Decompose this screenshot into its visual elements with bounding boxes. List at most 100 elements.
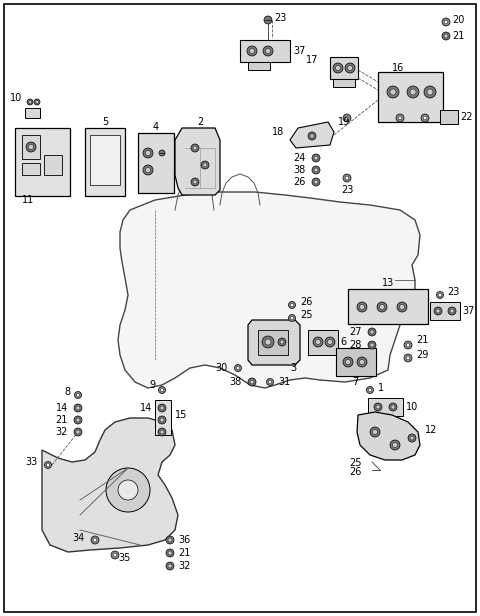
Bar [240, 40, 290, 62]
Bar [336, 348, 376, 376]
Circle shape [327, 339, 333, 344]
Circle shape [160, 418, 164, 422]
Circle shape [168, 551, 172, 555]
Circle shape [410, 436, 414, 440]
Circle shape [168, 538, 172, 542]
Circle shape [345, 176, 349, 180]
Circle shape [427, 89, 433, 95]
Circle shape [406, 343, 410, 347]
Text: 23: 23 [447, 287, 459, 297]
Text: 26: 26 [300, 297, 312, 307]
Bar [25, 108, 40, 118]
Circle shape [423, 116, 427, 120]
Circle shape [247, 46, 257, 56]
Bar [378, 72, 443, 122]
Circle shape [404, 354, 412, 362]
Circle shape [360, 304, 364, 309]
Text: 3: 3 [290, 363, 296, 373]
Text: 16: 16 [392, 63, 404, 73]
Circle shape [47, 463, 49, 466]
Text: 21: 21 [178, 548, 191, 558]
Circle shape [145, 150, 151, 155]
Circle shape [250, 49, 254, 54]
Circle shape [368, 328, 376, 336]
Circle shape [393, 442, 397, 447]
Circle shape [314, 168, 318, 172]
Circle shape [265, 339, 271, 345]
Circle shape [438, 293, 442, 296]
Circle shape [28, 145, 34, 150]
Circle shape [345, 63, 355, 73]
Bar [348, 289, 428, 324]
Polygon shape [118, 192, 420, 388]
Circle shape [444, 20, 448, 24]
Circle shape [448, 307, 456, 315]
Text: 23: 23 [274, 13, 287, 23]
Circle shape [374, 403, 382, 411]
Circle shape [160, 406, 164, 410]
Circle shape [113, 553, 117, 557]
Circle shape [442, 18, 450, 26]
Circle shape [389, 403, 397, 411]
Circle shape [424, 86, 436, 98]
Circle shape [76, 394, 80, 397]
Polygon shape [175, 128, 220, 195]
Bar [258, 330, 288, 355]
Circle shape [74, 428, 82, 436]
Text: 23: 23 [341, 185, 353, 195]
Circle shape [45, 461, 51, 469]
Text: 12: 12 [425, 425, 437, 435]
Circle shape [450, 309, 454, 313]
Text: 28: 28 [349, 340, 362, 350]
Circle shape [315, 339, 321, 344]
Text: 25: 25 [300, 310, 312, 320]
Bar [308, 330, 338, 355]
Text: 21: 21 [56, 415, 68, 425]
Circle shape [308, 132, 316, 140]
Circle shape [166, 562, 174, 570]
Circle shape [399, 304, 405, 309]
Circle shape [357, 302, 367, 312]
Circle shape [145, 168, 151, 172]
Text: 38: 38 [230, 377, 242, 387]
Circle shape [193, 180, 197, 184]
Circle shape [368, 341, 376, 349]
Text: 5: 5 [102, 117, 108, 127]
Text: 6: 6 [340, 337, 346, 347]
Circle shape [288, 301, 296, 309]
Circle shape [262, 336, 274, 348]
Text: 38: 38 [294, 165, 306, 175]
Circle shape [380, 304, 384, 309]
Circle shape [166, 549, 174, 557]
Circle shape [143, 148, 153, 158]
Polygon shape [42, 418, 178, 552]
Circle shape [143, 165, 153, 175]
Text: 32: 32 [178, 561, 191, 571]
Circle shape [193, 146, 197, 150]
Circle shape [168, 564, 172, 568]
Circle shape [158, 404, 166, 412]
Text: 34: 34 [73, 533, 85, 543]
Text: 31: 31 [278, 377, 290, 387]
Text: 8: 8 [64, 387, 70, 397]
Circle shape [444, 34, 448, 38]
Circle shape [408, 434, 416, 442]
Text: 26: 26 [294, 177, 306, 187]
Bar [430, 302, 460, 320]
Circle shape [166, 536, 174, 544]
Circle shape [312, 166, 320, 174]
Circle shape [118, 480, 138, 500]
Text: 35: 35 [118, 553, 131, 563]
Circle shape [160, 430, 164, 434]
Circle shape [160, 389, 164, 392]
Circle shape [191, 178, 199, 186]
Circle shape [27, 99, 33, 105]
Circle shape [280, 340, 284, 344]
Circle shape [310, 134, 314, 138]
Circle shape [434, 307, 442, 315]
Circle shape [290, 317, 294, 320]
Circle shape [396, 114, 404, 122]
Circle shape [370, 330, 374, 334]
Circle shape [390, 440, 400, 450]
Text: 14: 14 [56, 403, 68, 413]
